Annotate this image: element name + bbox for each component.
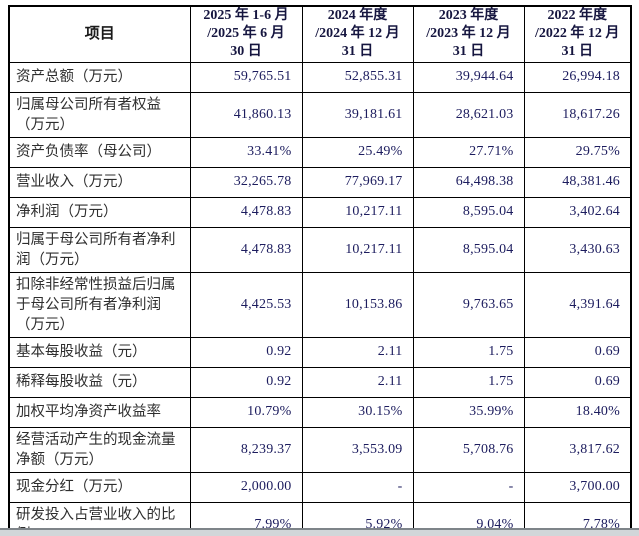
table-row: 资产总额（万元） 59,765.51 52,855.31 39,944.64 2… bbox=[8, 61, 632, 93]
table-row: 稀释每股收益（元） 0.92 2.11 1.75 0.69 bbox=[8, 366, 632, 398]
cell-value: 41,860.13 bbox=[189, 91, 303, 138]
column-header-item: 项目 bbox=[8, 5, 191, 63]
cell-value: 10,217.11 bbox=[301, 226, 414, 273]
cell-value: 1.75 bbox=[412, 336, 525, 368]
cell-value: 2.11 bbox=[301, 336, 414, 368]
header-line: /2023 年 12 月 bbox=[426, 26, 511, 42]
cell-value: - bbox=[301, 471, 414, 503]
cell-value: 4,391.64 bbox=[523, 271, 632, 338]
cell-value: 18.40% bbox=[523, 396, 632, 428]
cell-value: - bbox=[412, 471, 525, 503]
cell-value: 1.75 bbox=[412, 366, 525, 398]
cell-value: 28,621.03 bbox=[412, 91, 525, 138]
cell-value: 5,708.76 bbox=[412, 426, 525, 473]
cell-value: 27.71% bbox=[412, 136, 525, 168]
row-label-parent-equity: 归属母公司所有者权益（万元） bbox=[8, 91, 191, 138]
table-row: 加权平均净资产收益率 10.79% 30.15% 35.99% 18.40% bbox=[8, 396, 632, 428]
row-label-cash-dividend: 现金分红（万元） bbox=[8, 471, 191, 503]
table-row: 扣除非经常性损益后归属于母公司所有者净利润（万元） 4,425.53 10,15… bbox=[8, 271, 632, 338]
header-line: 2024 年度 bbox=[327, 8, 388, 24]
cell-value: 2.11 bbox=[301, 366, 414, 398]
cell-value: 10,217.11 bbox=[301, 196, 414, 228]
table-row: 营业收入（万元） 32,265.78 77,969.17 64,498.38 4… bbox=[8, 166, 632, 198]
cell-value: 0.92 bbox=[189, 336, 303, 368]
row-label-revenue: 营业收入（万元） bbox=[8, 166, 191, 198]
row-label-deducted-net-profit: 扣除非经常性损益后归属于母公司所有者净利润（万元） bbox=[8, 271, 191, 338]
row-label-total-assets: 资产总额（万元） bbox=[8, 61, 191, 93]
table-row: 净利润（万元） 4,478.83 10,217.11 8,595.04 3,40… bbox=[8, 196, 632, 228]
header-line: 31 日 bbox=[341, 44, 374, 60]
cell-value: 4,478.83 bbox=[189, 196, 303, 228]
row-label-debt-ratio: 资产负债率（母公司） bbox=[8, 136, 191, 168]
cell-value: 33.41% bbox=[189, 136, 303, 168]
header-line: /2022 年 12 月 bbox=[535, 26, 620, 42]
cell-value: 9,763.65 bbox=[412, 271, 525, 338]
cell-value: 0.69 bbox=[523, 336, 632, 368]
cell-value: 52,855.31 bbox=[301, 61, 414, 93]
table-row: 基本每股收益（元） 0.92 2.11 1.75 0.69 bbox=[8, 336, 632, 368]
cell-value: 0.69 bbox=[523, 366, 632, 398]
cell-value: 10.79% bbox=[189, 396, 303, 428]
row-label-basic-eps: 基本每股收益（元） bbox=[8, 336, 191, 368]
cell-value: 4,478.83 bbox=[189, 226, 303, 273]
header-line: 30 日 bbox=[230, 44, 262, 60]
cell-value: 48,381.46 bbox=[523, 166, 632, 198]
cell-value: 3,430.63 bbox=[523, 226, 632, 273]
table-header-row: 项目 2025 年 1-6 月 /2025 年 6 月 30 日 2024 年度… bbox=[8, 5, 632, 63]
cell-value: 2,000.00 bbox=[189, 471, 303, 503]
table-row: 经营活动产生的现金流量净额（万元） 8,239.37 3,553.09 5,70… bbox=[8, 426, 632, 473]
cell-value: 32,265.78 bbox=[189, 166, 303, 198]
cell-value: 10,153.86 bbox=[301, 271, 414, 338]
column-header-2023: 2023 年度 /2023 年 12 月 31 日 bbox=[412, 5, 525, 63]
row-label-weighted-roe: 加权平均净资产收益率 bbox=[8, 396, 191, 428]
financial-summary-table: 项目 2025 年 1-6 月 /2025 年 6 月 30 日 2024 年度… bbox=[8, 5, 632, 536]
cell-value: 64,498.38 bbox=[412, 166, 525, 198]
cell-value: 39,944.64 bbox=[412, 61, 525, 93]
cell-value: 4,425.53 bbox=[189, 271, 303, 338]
row-label-operating-cash-flow: 经营活动产生的现金流量净额（万元） bbox=[8, 426, 191, 473]
cell-value: 25.49% bbox=[301, 136, 414, 168]
cell-value: 8,595.04 bbox=[412, 226, 525, 273]
table-row: 现金分红（万元） 2,000.00 - - 3,700.00 bbox=[8, 471, 632, 503]
header-line: /2024 年 12 月 bbox=[315, 26, 400, 42]
cell-value: 3,553.09 bbox=[301, 426, 414, 473]
cell-value: 26,994.18 bbox=[523, 61, 632, 93]
row-label-net-profit: 净利润（万元） bbox=[8, 196, 191, 228]
header-line: 2023 年度 bbox=[438, 8, 499, 24]
cell-value: 0.92 bbox=[189, 366, 303, 398]
column-header-2022: 2022 年度 /2022 年 12 月 31 日 bbox=[523, 5, 632, 63]
cell-value: 30.15% bbox=[301, 396, 414, 428]
header-line: /2025 年 6 月 bbox=[207, 26, 285, 42]
cell-value: 8,595.04 bbox=[412, 196, 525, 228]
window-bottom-edge bbox=[0, 528, 639, 536]
cell-value: 77,969.17 bbox=[301, 166, 414, 198]
header-line: 31 日 bbox=[452, 44, 485, 60]
cell-value: 3,402.64 bbox=[523, 196, 632, 228]
cell-value: 3,700.00 bbox=[523, 471, 632, 503]
column-header-2024: 2024 年度 /2024 年 12 月 31 日 bbox=[301, 5, 414, 63]
header-line: 2022 年度 bbox=[547, 8, 608, 24]
row-label-parent-net-profit: 归属于母公司所有者净利润（万元） bbox=[8, 226, 191, 273]
table-row: 归属母公司所有者权益（万元） 41,860.13 39,181.61 28,62… bbox=[8, 91, 632, 138]
cell-value: 29.75% bbox=[523, 136, 632, 168]
table-row: 归属于母公司所有者净利润（万元） 4,478.83 10,217.11 8,59… bbox=[8, 226, 632, 273]
cell-value: 35.99% bbox=[412, 396, 525, 428]
table-row: 资产负债率（母公司） 33.41% 25.49% 27.71% 29.75% bbox=[8, 136, 632, 168]
cell-value: 18,617.26 bbox=[523, 91, 632, 138]
cell-value: 3,817.62 bbox=[523, 426, 632, 473]
column-header-2025: 2025 年 1-6 月 /2025 年 6 月 30 日 bbox=[189, 5, 303, 63]
cell-value: 59,765.51 bbox=[189, 61, 303, 93]
header-line: 31 日 bbox=[561, 44, 594, 60]
row-label-diluted-eps: 稀释每股收益（元） bbox=[8, 366, 191, 398]
header-line: 2025 年 1-6 月 bbox=[203, 8, 289, 24]
cell-value: 39,181.61 bbox=[301, 91, 414, 138]
cell-value: 8,239.37 bbox=[189, 426, 303, 473]
